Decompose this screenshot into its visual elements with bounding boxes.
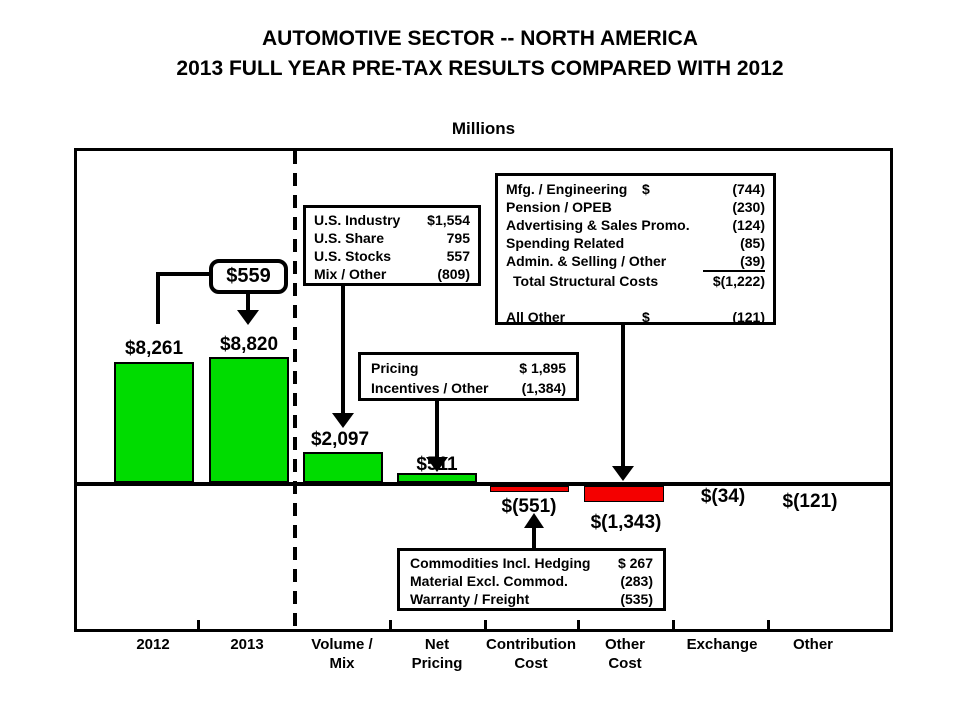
note-label: Pension / OPEB [506,199,612,215]
note-value: 795 [446,230,470,246]
volume-mix-arrow-shaft [341,285,345,414]
contribution-cost-arrow-shaft [532,527,536,548]
axis-tick [672,620,675,629]
note-label: Warranty / Freight [410,591,530,607]
bar-value-net-pricing: $511 [416,454,458,475]
callout-connector-horizontal [156,272,211,276]
note-value: (1,384) [521,380,566,396]
axis-tick [197,620,200,629]
note-label: Pricing [371,360,419,376]
note-value: (85) [740,235,765,251]
note-label: Spending Related [506,235,625,251]
x-label-other-cost: Other Cost [604,636,646,672]
note-value: (124) [732,217,765,233]
contribution-cost-arrow-up-icon [524,513,544,528]
note-label: Incentives / Other [371,380,489,396]
structural-costs-arrow-shaft [621,324,625,468]
structural-costs-arrow-down-icon [612,466,634,481]
zero-baseline [77,482,890,486]
bar-other-cost [584,486,664,502]
bar-value-volume-mix: $2,097 [310,429,370,450]
net-pricing-arrow-down-icon [426,457,448,472]
note-label: Admin. & Selling / Other [506,253,667,269]
note-value: (283) [620,573,653,589]
note-value: $ 1,895 [519,360,566,376]
x-label-contribution-cost: Contribution Cost [486,636,576,672]
axis-units-label: Millions [451,119,516,138]
net-pricing-note-box: Pricing $ 1,895 Incentives / Other (1,384) [358,352,579,401]
bar-value-other-cost: $(1,343) [590,512,662,533]
bar-volume-mix [303,452,383,483]
callout-arrow-shaft [246,293,250,311]
structural-costs-note-box: Mfg. / Engineering $ (744) Pension / OPEB (… [495,173,776,325]
note-currency: $ [642,309,650,325]
note-value: (535) [620,591,653,607]
callout-arrow-down-icon [237,310,259,325]
bar-value-other: $(121) [782,491,838,512]
x-label-net-pricing: Net Pricing [411,636,463,672]
note-label: All Other [506,309,566,325]
note-value: $(1,222) [712,273,765,289]
page-title-line2: 2013 FULL YEAR PRE-TAX RESULTS COMPARED … [176,57,784,80]
contribution-cost-note-box: Commodities Incl. Hedging $ 267 Material … [397,548,666,611]
axis-tick [767,620,770,629]
dashed-separator-line [293,151,297,629]
note-label: Mix / Other [314,266,387,282]
yoy-change-callout: $559 [209,259,288,294]
note-value: $ 267 [617,555,653,571]
note-label: Mfg. / Engineering [506,181,628,197]
x-label-2013: 2013 [230,636,264,653]
axis-tick [389,620,392,629]
note-value: (230) [732,199,765,215]
net-pricing-arrow-shaft [435,400,439,458]
note-label: U.S. Stocks [314,248,392,264]
note-label: Material Excl. Commod. [410,573,568,589]
bar-2012 [114,362,194,483]
page-title-line1: AUTOMOTIVE SECTOR -- NORTH AMERICA [262,27,698,50]
note-value: (744) [732,181,765,197]
x-label-2012: 2012 [136,636,170,653]
note-label: U.S. Share [314,230,385,246]
note-label: Advertising & Sales Promo. [506,217,690,233]
axis-tick [484,620,487,629]
volume-mix-note-box: U.S. Industry $1,554 U.S. Share 795 U.S. S… [303,205,481,286]
x-label-other: Other [792,636,834,653]
x-label-volume-mix: Volume / Mix [311,636,373,672]
note-value: (121) [732,309,765,325]
bar-2013 [209,357,289,483]
note-value: $1,554 [427,212,470,228]
note-value: 557 [446,248,470,264]
bar-value-2012: $8,261 [124,338,184,359]
bar-value-2013: $8,820 [219,334,279,355]
note-currency: $ [642,181,650,197]
bar-value-exchange: $(34) [700,486,746,507]
note-label: Commodities Incl. Hedging [410,555,591,571]
x-label-exchange: Exchange [686,636,758,653]
note-value-underlined: (39) [703,252,765,272]
note-label: U.S. Industry [314,212,401,228]
note-label: Total Structural Costs [513,273,659,289]
axis-tick [577,620,580,629]
bar-value-contribution-cost: $(551) [501,496,557,517]
bar-contribution-cost [490,486,569,492]
note-value: (809) [437,266,470,282]
chart-plot-area: $8,261 $8,820 $2,097 $511 $(551) $(1,343… [74,148,893,632]
volume-mix-arrow-down-icon [332,413,354,428]
callout-connector-vertical [156,272,160,324]
